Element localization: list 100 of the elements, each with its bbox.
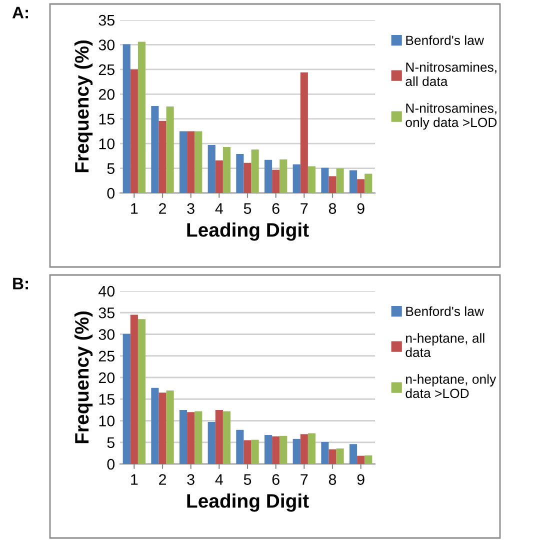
bar xyxy=(244,440,252,464)
bar xyxy=(251,440,259,464)
bar xyxy=(222,411,230,464)
x-tick-label: 2 xyxy=(159,203,166,214)
x-axis-title: Leading Digit xyxy=(187,494,309,512)
bar xyxy=(158,120,166,193)
y-tick-label: 25 xyxy=(98,64,114,76)
x-tick-label: 7 xyxy=(300,474,308,485)
x-tick-label: 6 xyxy=(272,474,280,485)
bar xyxy=(194,411,202,464)
bar xyxy=(122,44,130,193)
bar xyxy=(130,314,138,464)
y-tick-label: 0 xyxy=(107,458,115,470)
bar xyxy=(215,410,223,464)
bar xyxy=(251,150,259,193)
bar xyxy=(208,145,216,193)
y-tick-label: 20 xyxy=(98,372,115,384)
x-tick-label: 8 xyxy=(328,474,336,485)
y-tick-label: 25 xyxy=(98,350,114,362)
x-tick-label: 3 xyxy=(187,203,194,214)
bar xyxy=(321,168,329,193)
bar xyxy=(180,131,188,193)
x-tick-label: 7 xyxy=(300,203,308,214)
bar xyxy=(321,442,329,464)
y-tick-label: 5 xyxy=(107,163,114,174)
legend-label: Benford's law xyxy=(406,306,484,316)
bar xyxy=(236,154,244,193)
x-tick-label: 1 xyxy=(131,474,138,485)
legend-label: n-heptane, all data xyxy=(406,333,484,358)
x-tick-label: 9 xyxy=(357,474,364,485)
bar xyxy=(280,436,288,464)
bar xyxy=(180,410,188,464)
x-tick-label: 3 xyxy=(187,474,194,485)
bar xyxy=(222,147,230,193)
x-tick-label: 5 xyxy=(244,203,252,214)
bar xyxy=(357,456,365,464)
y-axis-title: Frequency (%) xyxy=(74,311,93,444)
x-tick-label: 4 xyxy=(215,474,223,485)
bar xyxy=(292,438,300,464)
bar xyxy=(308,433,316,464)
bar xyxy=(208,422,216,464)
x-tick-label: 1 xyxy=(131,203,138,214)
legend-label: Benford's law xyxy=(406,35,484,46)
bar xyxy=(187,131,195,193)
bar xyxy=(122,334,130,464)
bar xyxy=(166,106,174,193)
bar xyxy=(364,174,372,193)
bar xyxy=(280,159,288,193)
bar xyxy=(194,131,202,193)
bar xyxy=(328,449,336,464)
y-tick-label: 35 xyxy=(98,14,114,26)
y-tick-label: 35 xyxy=(98,307,114,318)
bar xyxy=(151,106,159,193)
y-tick-label: 0 xyxy=(107,188,115,199)
bar xyxy=(272,436,280,464)
x-tick-label: 8 xyxy=(328,203,336,214)
x-axis-title: Leading Digit xyxy=(187,222,309,241)
bar xyxy=(272,170,280,193)
legend-label: N-nitrosamines, all data xyxy=(406,62,496,86)
y-tick-label: 15 xyxy=(99,394,114,405)
bar xyxy=(300,434,308,464)
bar xyxy=(166,390,174,464)
y-tick-label: 20 xyxy=(98,89,115,100)
y-tick-label: 5 xyxy=(107,437,114,448)
bar xyxy=(328,176,336,193)
bar xyxy=(264,435,272,464)
legend-label: n-heptane, only data >LOD xyxy=(406,374,496,398)
bar xyxy=(138,42,146,193)
y-tick-label: 10 xyxy=(99,138,115,150)
bar xyxy=(138,319,146,464)
x-tick-label: 4 xyxy=(215,203,223,214)
bar xyxy=(236,430,244,464)
y-axis-title: Frequency (%) xyxy=(74,40,93,172)
legend-label: N-nitrosamines, only data >LOD xyxy=(406,103,497,130)
bar xyxy=(158,392,166,464)
bar xyxy=(350,170,358,193)
bar xyxy=(151,388,159,464)
bar xyxy=(336,168,344,193)
x-tick-label: 2 xyxy=(159,474,166,485)
y-tick-label: 40 xyxy=(98,286,115,297)
bar xyxy=(292,164,300,193)
y-tick-label: 15 xyxy=(99,114,114,125)
bar xyxy=(308,166,316,193)
bar xyxy=(215,160,223,193)
bar xyxy=(244,162,252,193)
y-tick-label: 30 xyxy=(98,329,115,340)
chart-title: B: xyxy=(13,278,28,290)
x-tick-label: 5 xyxy=(244,474,252,485)
bar xyxy=(350,444,358,464)
chart-title: A: xyxy=(12,6,28,18)
bar xyxy=(187,412,195,464)
y-tick-label: 30 xyxy=(98,40,115,50)
x-tick-label: 9 xyxy=(357,203,364,214)
bar xyxy=(364,455,372,464)
x-tick-label: 6 xyxy=(272,203,280,214)
bar xyxy=(300,72,308,193)
bar xyxy=(357,179,365,193)
bar xyxy=(264,160,272,193)
bar xyxy=(336,448,344,464)
bar xyxy=(130,69,138,193)
